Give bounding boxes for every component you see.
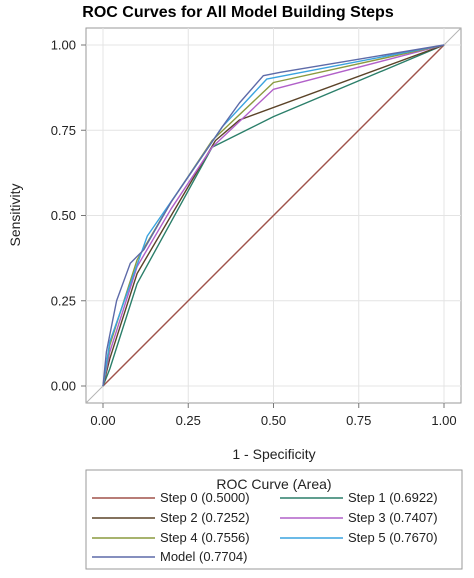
legend-label-step-4: Step 4 (0.7556) (160, 530, 250, 545)
legend-label-step-0: Step 0 (0.5000) (160, 490, 250, 505)
legend-label-step-1: Step 1 (0.6922) (348, 490, 438, 505)
roc-curve-model (102, 44, 445, 387)
legend-label-step-5: Step 5 (0.7670) (348, 530, 438, 545)
legend-frame (85, 469, 463, 570)
roc-curve-step-3 (102, 44, 445, 387)
y-tick-label: 0.50 (51, 208, 76, 223)
x-tick-label: 0.25 (176, 413, 201, 428)
y-tick-label: 0.75 (51, 123, 76, 138)
x-tick-label: 0.00 (90, 413, 115, 428)
y-tick-label: 0.00 (51, 379, 76, 394)
chart-title: ROC Curves for All Model Building Steps (82, 4, 394, 21)
y-tick-label: 1.00 (51, 38, 76, 53)
legend-entries: Step 0 (0.5000) Step 1 (0.6922) Step 2 (0.… (92, 490, 438, 564)
y-tick-label: 0.25 (51, 293, 76, 308)
roc-curve-step-2 (102, 44, 445, 387)
legend-label-step-2: Step 2 (0.7252) (160, 510, 250, 525)
x-tick-label: 1.00 (431, 413, 456, 428)
roc-curve-step-0 (102, 44, 445, 387)
roc-curve-step-1 (102, 44, 445, 387)
x-axis-label: 1 - Specificity (232, 446, 315, 462)
y-axis-label: Sensitivity (7, 183, 23, 246)
legend-label-step-3: Step 3 (0.7407) (348, 510, 438, 525)
x-axis-ticks: 0.00 0.25 0.50 0.75 1.00 (90, 403, 457, 428)
legend-label-model: Model (0.7704) (160, 549, 247, 564)
legend-title: ROC Curve (Area) (216, 476, 331, 492)
y-axis-ticks: 0.00 0.25 0.50 0.75 1.00 (51, 38, 86, 394)
x-tick-label: 0.75 (346, 413, 371, 428)
roc-curves (102, 44, 445, 387)
x-tick-label: 0.50 (261, 413, 286, 428)
